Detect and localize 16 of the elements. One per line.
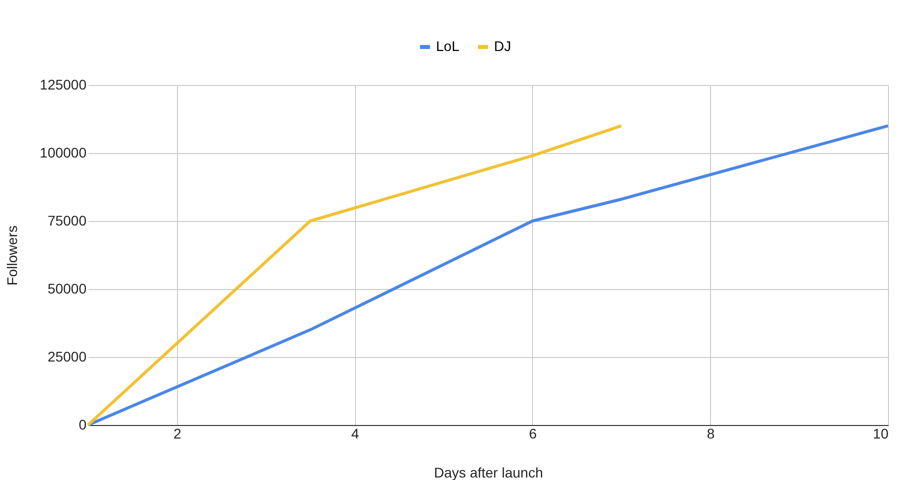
legend-label: DJ: [494, 38, 512, 54]
y-tick-label: 125000: [40, 76, 87, 92]
y-tick-label: 50000: [48, 280, 87, 296]
line-series: [86, 124, 890, 426]
y-tick-label: 25000: [48, 348, 87, 364]
x-tick-label: 6: [529, 426, 538, 442]
legend-label: LoL: [436, 38, 460, 54]
y-tick-label: 0: [78, 416, 87, 432]
line-series: [86, 124, 623, 426]
y-axis-title: Followers: [4, 226, 20, 286]
x-tick-label: 10: [872, 426, 889, 442]
y-tick-label: 100000: [40, 144, 87, 160]
x-tick-label: 4: [351, 426, 360, 442]
x-tick-label: 2: [173, 426, 182, 442]
x-tick-label: 8: [706, 426, 715, 442]
y-tick-label: 75000: [48, 212, 87, 228]
